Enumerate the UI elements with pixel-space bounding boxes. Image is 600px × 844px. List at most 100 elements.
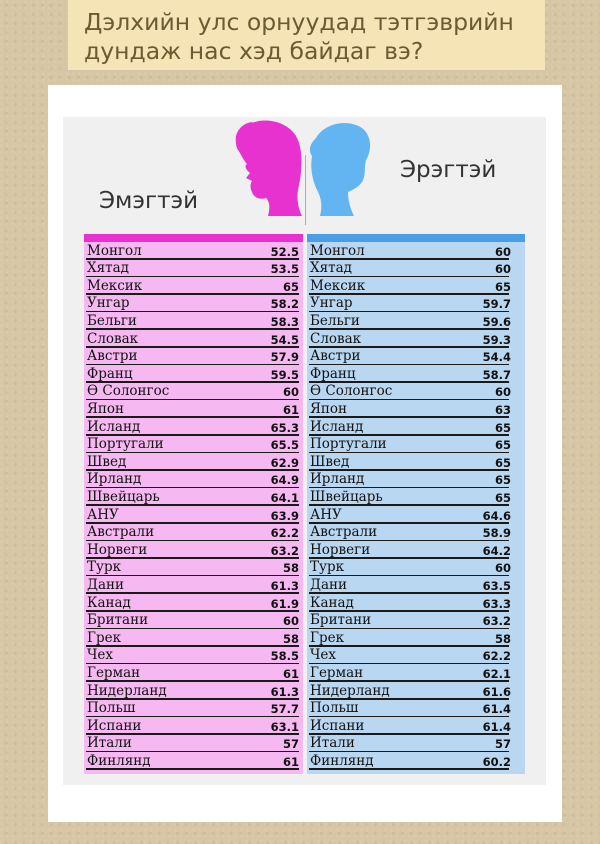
male-row-underline — [309, 310, 509, 313]
male-age-value: 63.5 — [482, 578, 511, 593]
female-row: Швед 62.9 — [84, 453, 303, 471]
female-country-label: Герман — [87, 664, 141, 681]
female-age-value: 61.3 — [270, 578, 299, 593]
female-country-label: Канад — [87, 594, 131, 611]
female-country-label: Швейцарь — [87, 488, 160, 505]
male-row: Ирланд 65 — [307, 471, 525, 489]
male-country-label: Ө Солонгос — [310, 383, 393, 400]
female-row-underline — [86, 346, 299, 348]
male-row-underline — [309, 574, 509, 577]
female-row-underline — [86, 662, 299, 665]
female-row: Испани 63.1 — [84, 717, 303, 735]
male-age-value: 63 — [494, 402, 511, 417]
male-age-value: 63.2 — [482, 614, 511, 629]
male-country-label: Нидерланд — [310, 682, 390, 699]
female-country-label: Итали — [87, 735, 132, 752]
female-row-underline — [86, 750, 299, 753]
male-row-underline — [309, 504, 509, 506]
male-age-value: 59.7 — [482, 297, 511, 312]
female-row: Канад 61.9 — [84, 594, 303, 612]
male-row: Нидерланд 61.6 — [307, 682, 525, 700]
male-country-label: Ирланд — [310, 471, 365, 488]
female-row-underline — [86, 328, 299, 330]
female-row: Грек 58 — [84, 629, 303, 647]
male-age-value: 58 — [494, 631, 511, 646]
female-row-underline — [86, 733, 299, 735]
female-age-value: 65.5 — [270, 438, 299, 453]
female-age-value: 58 — [282, 561, 299, 576]
male-row: Финлянд 60.2 — [307, 752, 525, 770]
male-age-value: 65 — [494, 490, 511, 505]
female-age-value: 60 — [282, 614, 299, 629]
female-country-label: Австрали — [87, 524, 155, 541]
male-row-underline — [309, 522, 509, 524]
male-country-label: Дани — [310, 576, 348, 593]
female-row: Бельги 58.3 — [84, 312, 303, 330]
male-row: Итали 57 — [307, 735, 525, 753]
male-country-label: Турк — [310, 559, 345, 576]
male-row-underline — [309, 715, 509, 718]
female-age-value: 62.2 — [270, 526, 299, 541]
male-country-label: Британи — [310, 612, 372, 629]
male-row-underline — [309, 293, 509, 295]
male-row-underline — [309, 662, 509, 665]
male-country-label: Итали — [310, 735, 355, 752]
female-head-icon — [235, 120, 302, 216]
male-row: АНУ 64.6 — [307, 506, 525, 524]
male-country-label: Австри — [310, 348, 361, 365]
male-row-underline — [309, 346, 509, 348]
female-header-bar — [84, 234, 303, 242]
male-row-underline — [309, 768, 509, 770]
female-country-label: Турк — [87, 559, 122, 576]
male-row: Грек 58 — [307, 629, 525, 647]
male-age-value: 60 — [494, 262, 511, 277]
female-row: Норвеги 63.2 — [84, 541, 303, 559]
male-row: Мексик 65 — [307, 277, 525, 295]
female-age-value: 61.9 — [270, 596, 299, 611]
male-row-underline — [309, 539, 509, 542]
male-country-label: Чех — [310, 647, 337, 664]
male-age-value: 65 — [494, 473, 511, 488]
female-row-underline — [86, 469, 299, 471]
male-country-label: Грек — [310, 629, 345, 646]
male-row: Япон 63 — [307, 400, 525, 418]
male-row-underline — [309, 416, 509, 418]
female-country-label: Финлянд — [87, 752, 151, 769]
female-country-label: Ө Солонгос — [87, 383, 170, 400]
male-row-underline — [309, 627, 509, 630]
male-row: Бельги 59.6 — [307, 312, 525, 330]
female-age-value: 54.5 — [270, 332, 299, 347]
male-row: Австрали 58.9 — [307, 524, 525, 542]
female-country-label: Исланд — [87, 418, 141, 435]
female-row: Словак 54.5 — [84, 330, 303, 348]
male-country-label: Бельги — [310, 312, 360, 329]
female-row: Австрали 62.2 — [84, 524, 303, 542]
male-country-label: Мексик — [310, 277, 366, 294]
male-age-value: 61.4 — [482, 702, 511, 717]
male-row: Дани 63.5 — [307, 576, 525, 594]
female-country-label: Нидерланд — [87, 682, 167, 699]
male-row: Турк 60 — [307, 559, 525, 577]
male-row: Швед 65 — [307, 453, 525, 471]
female-column: Монгол 52.5 Хятад 53.5 Мексик 65 Унгар 58.2 Бель… — [84, 242, 303, 774]
male-age-value: 60 — [494, 385, 511, 400]
male-age-value: 63.3 — [482, 596, 511, 611]
male-row: Канад 63.3 — [307, 594, 525, 612]
male-country-label: Хятад — [310, 260, 352, 277]
male-column: Монгол 60 Хятад 60 Мексик 65 Унгар 59.7 Бельги 59… — [307, 242, 525, 774]
male-row: Польш 61.4 — [307, 700, 525, 718]
male-row-underline — [309, 610, 509, 612]
male-row: Хятад 60 — [307, 260, 525, 278]
female-country-label: Мексик — [87, 277, 143, 294]
female-row-underline — [86, 310, 299, 313]
male-country-label: Герман — [310, 664, 364, 681]
female-row-underline — [86, 381, 299, 383]
female-age-value: 64.1 — [270, 490, 299, 505]
female-row: Нидерланд 61.3 — [84, 682, 303, 700]
male-row: Чех 62.2 — [307, 647, 525, 665]
female-row: Австри 57.9 — [84, 348, 303, 366]
male-row-underline — [309, 451, 509, 454]
female-row-underline — [86, 627, 299, 630]
male-row: Британи 63.2 — [307, 612, 525, 630]
female-age-value: 64.9 — [270, 473, 299, 488]
